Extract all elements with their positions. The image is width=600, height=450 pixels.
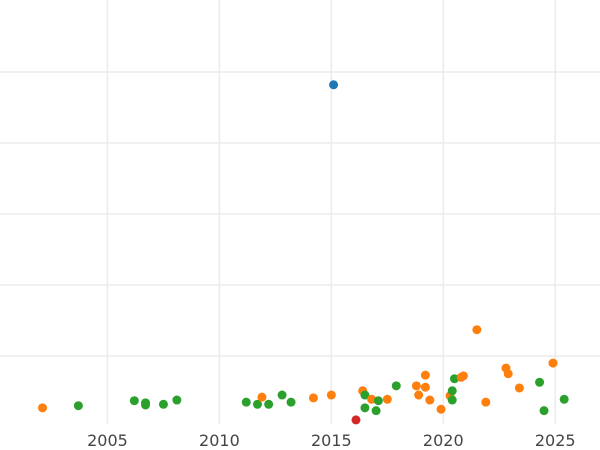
- data-point: [514, 383, 524, 393]
- x-axis: 2005 2010 2015 2020 2025: [87, 431, 575, 450]
- data-point: [329, 80, 339, 90]
- data-point: [373, 396, 383, 406]
- data-point: [158, 399, 168, 409]
- data-point: [360, 390, 370, 400]
- data-point: [447, 386, 457, 396]
- data-point: [391, 381, 401, 391]
- data-point: [360, 403, 370, 413]
- data-point: [447, 395, 457, 405]
- data-point: [458, 371, 468, 381]
- data-point: [382, 394, 392, 404]
- data-point: [351, 415, 361, 425]
- data-points: [38, 80, 569, 425]
- x-tick-label: 2020: [423, 431, 464, 450]
- data-point: [503, 369, 513, 379]
- data-point: [38, 403, 48, 413]
- data-point: [449, 374, 459, 384]
- data-point: [535, 377, 545, 387]
- data-point: [308, 393, 318, 403]
- data-point: [172, 395, 182, 405]
- data-point: [241, 397, 251, 407]
- data-point: [414, 390, 424, 400]
- data-point: [411, 381, 421, 391]
- data-point: [548, 358, 558, 368]
- data-point: [481, 397, 491, 407]
- x-tick-label: 2005: [87, 431, 128, 450]
- data-point: [559, 394, 569, 404]
- data-point: [371, 406, 381, 416]
- data-point: [367, 394, 377, 404]
- x-tick-label: 2015: [311, 431, 352, 450]
- x-tick-label: 2010: [199, 431, 240, 450]
- data-point: [73, 401, 83, 411]
- grid: [0, 0, 600, 424]
- data-point: [472, 325, 482, 335]
- x-tick-label: 2025: [535, 431, 576, 450]
- data-point: [252, 399, 262, 409]
- data-point: [264, 399, 274, 409]
- data-point: [425, 395, 435, 405]
- data-point: [141, 400, 151, 410]
- data-point: [539, 406, 549, 416]
- data-point: [420, 370, 430, 380]
- data-point: [286, 397, 296, 407]
- data-point: [420, 382, 430, 392]
- data-point: [257, 392, 267, 402]
- data-point: [277, 390, 287, 400]
- data-point: [129, 396, 139, 406]
- data-point: [436, 404, 446, 414]
- data-point: [326, 390, 336, 400]
